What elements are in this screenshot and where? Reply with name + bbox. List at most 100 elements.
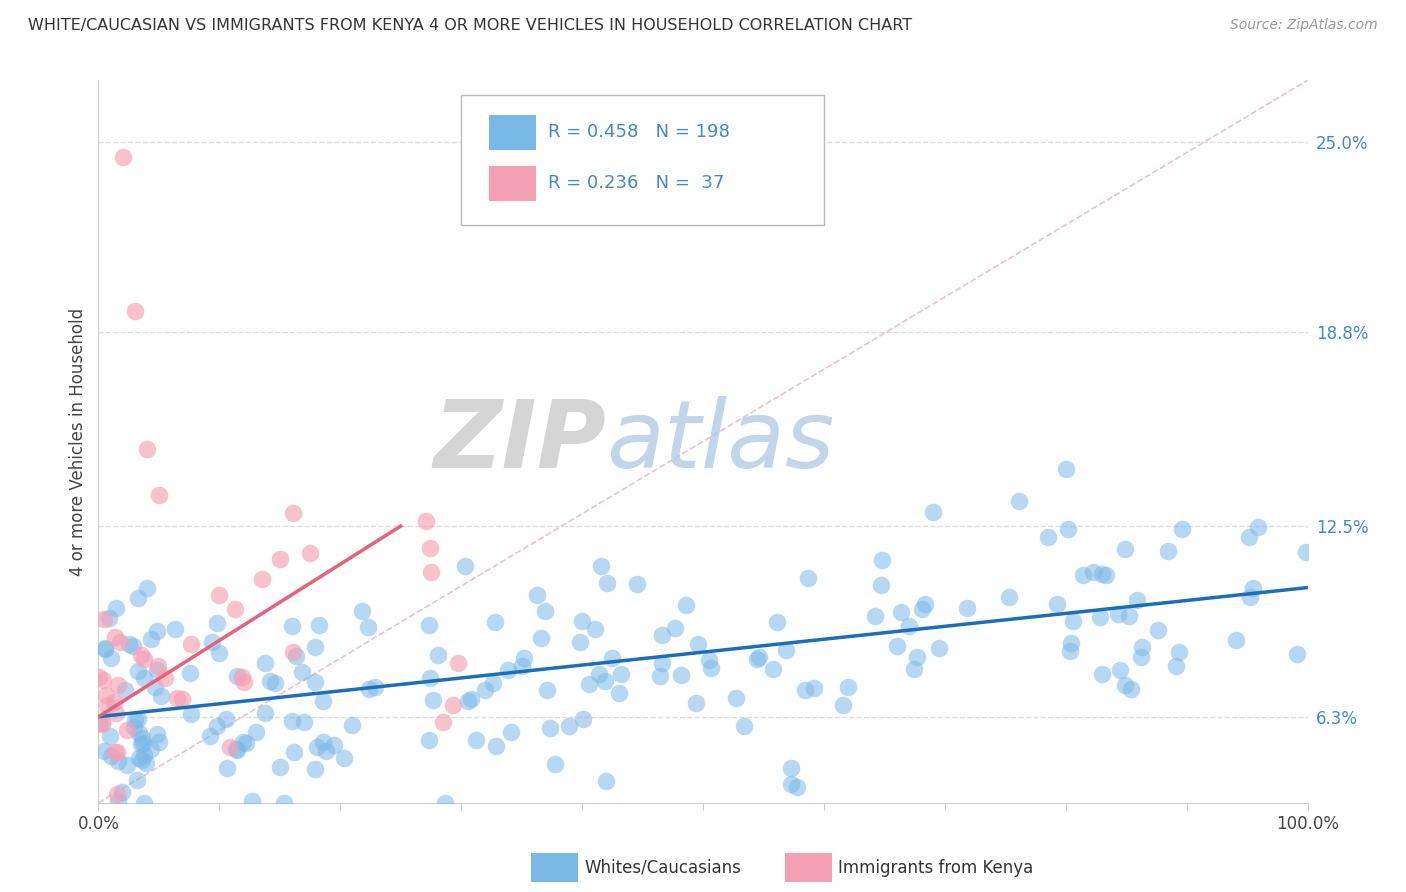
Y-axis label: 4 or more Vehicles in Household: 4 or more Vehicles in Household (69, 308, 87, 575)
Text: R = 0.458   N = 198: R = 0.458 N = 198 (548, 123, 730, 141)
Whites/Caucasians (610, 667, 633, 681)
Whites/Caucasians (305, 740, 328, 755)
Whites/Caucasians (558, 719, 581, 733)
Whites/Caucasians (595, 774, 617, 789)
Whites/Caucasians (179, 666, 201, 681)
Whites/Caucasians (312, 735, 335, 749)
Whites/Caucasians (571, 614, 593, 628)
Immigrants from Kenya (105, 787, 128, 801)
Whites/Caucasians (240, 794, 263, 808)
Whites/Caucasians (903, 662, 925, 676)
Whites/Caucasians (145, 726, 167, 740)
Whites/Caucasians (419, 671, 441, 685)
Whites/Caucasians (111, 785, 134, 799)
Immigrants from Kenya (299, 546, 322, 560)
Whites/Caucasians (765, 615, 787, 629)
Immigrants from Kenya (153, 671, 176, 685)
Immigrants from Kenya (232, 675, 254, 690)
Whites/Caucasians (1091, 666, 1114, 681)
Whites/Caucasians (578, 677, 600, 691)
Whites/Caucasians (434, 796, 457, 810)
Whites/Caucasians (136, 582, 159, 596)
Whites/Caucasians (304, 762, 326, 776)
Whites/Caucasians (536, 683, 558, 698)
Immigrants from Kenya (419, 565, 441, 579)
Whites/Caucasians (340, 718, 363, 732)
Whites/Caucasians (1059, 644, 1081, 658)
Whites/Caucasians (304, 640, 326, 655)
Immigrants from Kenya (108, 635, 131, 649)
Immigrants from Kenya (446, 656, 468, 670)
Whites/Caucasians (474, 682, 496, 697)
Immigrants from Kenya (105, 745, 128, 759)
Whites/Caucasians (1130, 640, 1153, 654)
Immigrants from Kenya (252, 572, 274, 586)
Immigrants from Kenya (148, 488, 170, 502)
Whites/Caucasians (201, 635, 224, 649)
Whites/Caucasians (863, 608, 886, 623)
Whites/Caucasians (454, 559, 477, 574)
Whites/Caucasians (1156, 544, 1178, 558)
Whites/Caucasians (350, 604, 373, 618)
Whites/Caucasians (664, 621, 686, 635)
Whites/Caucasians (1046, 597, 1069, 611)
Whites/Caucasians (837, 681, 859, 695)
Whites/Caucasians (145, 624, 167, 638)
Whites/Caucasians (422, 693, 444, 707)
Whites/Caucasians (114, 682, 136, 697)
Whites/Caucasians (1054, 461, 1077, 475)
Whites/Caucasians (128, 726, 150, 740)
Immigrants from Kenya (419, 541, 441, 555)
Whites/Caucasians (226, 669, 249, 683)
Whites/Caucasians (1057, 523, 1080, 537)
Whites/Caucasians (132, 796, 155, 810)
Whites/Caucasians (870, 578, 893, 592)
Whites/Caucasians (572, 712, 595, 726)
Whites/Caucasians (724, 690, 747, 705)
Immigrants from Kenya (166, 690, 188, 705)
Whites/Caucasians (207, 719, 229, 733)
Whites/Caucasians (928, 641, 950, 656)
Immigrants from Kenya (269, 552, 291, 566)
Text: WHITE/CAUCASIAN VS IMMIGRANTS FROM KENYA 4 OR MORE VEHICLES IN HOUSEHOLD CORRELA: WHITE/CAUCASIAN VS IMMIGRANTS FROM KENYA… (28, 18, 912, 33)
Whites/Caucasians (141, 741, 163, 756)
Whites/Caucasians (128, 751, 150, 765)
Immigrants from Kenya (208, 588, 231, 602)
Whites/Caucasians (215, 712, 238, 726)
Whites/Caucasians (595, 576, 617, 591)
Whites/Caucasians (1036, 530, 1059, 544)
Immigrants from Kenya (91, 673, 114, 687)
Whites/Caucasians (418, 732, 440, 747)
Whites/Caucasians (1241, 581, 1264, 595)
Whites/Caucasians (593, 673, 616, 688)
Whites/Caucasians (1008, 493, 1031, 508)
Whites/Caucasians (312, 694, 335, 708)
Whites/Caucasians (1168, 644, 1191, 658)
Whites/Caucasians (699, 661, 721, 675)
Whites/Caucasians (591, 559, 613, 574)
Whites/Caucasians (232, 735, 254, 749)
Whites/Caucasians (132, 672, 155, 686)
Whites/Caucasians (569, 634, 592, 648)
Whites/Caucasians (357, 619, 380, 633)
Whites/Caucasians (651, 656, 673, 670)
Immigrants from Kenya (124, 304, 146, 318)
Whites/Caucasians (733, 719, 755, 733)
Whites/Caucasians (460, 692, 482, 706)
Whites/Caucasians (745, 652, 768, 666)
Whites/Caucasians (956, 601, 979, 615)
Whites/Caucasians (135, 756, 157, 770)
Whites/Caucasians (100, 650, 122, 665)
Whites/Caucasians (602, 651, 624, 665)
Immigrants from Kenya (89, 670, 111, 684)
Whites/Caucasians (533, 605, 555, 619)
Whites/Caucasians (149, 689, 172, 703)
Whites/Caucasians (253, 657, 276, 671)
Whites/Caucasians (418, 617, 440, 632)
Immigrants from Kenya (91, 715, 114, 730)
Whites/Caucasians (669, 668, 692, 682)
Whites/Caucasians (253, 706, 276, 720)
Whites/Caucasians (98, 729, 121, 743)
Immigrants from Kenya (111, 150, 134, 164)
Immigrants from Kenya (104, 706, 127, 721)
